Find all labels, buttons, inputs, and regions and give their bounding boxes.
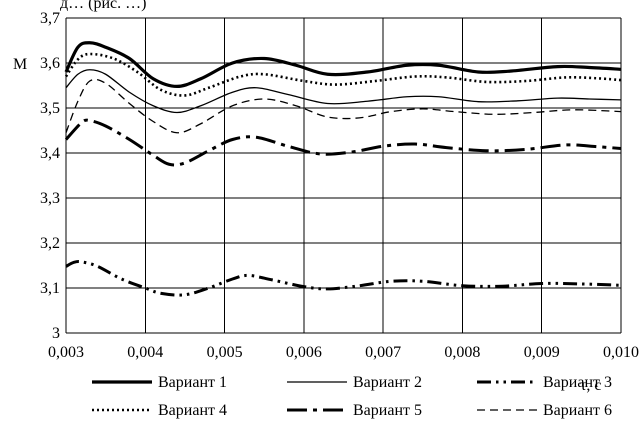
x-tick-label: 0,003 [48, 344, 84, 361]
legend-label-2: Вариант 2 [353, 374, 422, 391]
series-line-5 [64, 118, 622, 167]
legend-label-4: Вариант 4 [158, 402, 227, 419]
series-line-2 [65, 69, 622, 114]
x-tick-label: 0,008 [444, 344, 480, 361]
y-tick-label: 3,4 [40, 145, 60, 162]
x-tick-label: 0,005 [207, 344, 243, 361]
legend-label-6: Вариант 6 [543, 402, 612, 419]
header-fragment: д… (рис. …) [60, 0, 146, 12]
legend-label-3: Вариант 3 [543, 374, 612, 391]
y-tick-label: 3,7 [40, 10, 60, 27]
grid [65, 17, 622, 334]
y-tick-label: 3,6 [40, 55, 60, 72]
x-axis-label: τ, с [580, 377, 602, 394]
series-group [64, 41, 622, 297]
legend: Вариант 1 Вариант 2 Вариант 3 Вариант 4 Вари… [92, 374, 612, 419]
series-line-4 [64, 52, 622, 97]
x-tick-label: 0,007 [365, 344, 401, 361]
series-line-6 [65, 78, 622, 134]
x-tick-label: 0,009 [524, 344, 560, 361]
legend-label-5: Вариант 5 [353, 402, 422, 419]
y-tick-label: 3,1 [40, 280, 60, 297]
y-tick-label: 3,3 [40, 190, 60, 207]
legend-label-1: Вариант 1 [158, 374, 227, 391]
x-tick-label: 0,006 [286, 344, 322, 361]
y-axis-label: M [13, 56, 27, 73]
x-tick-label: 0,010 [603, 344, 639, 361]
series-line-3 [65, 260, 622, 297]
series-line-1 [64, 41, 622, 88]
y-tick-label: 3,2 [40, 235, 60, 252]
y-tick-label: 3 [52, 325, 60, 342]
y-tick-label: 3,5 [40, 100, 60, 117]
tick-labels: 3 3,1 3,2 3,3 3,4 3,5 3,6 3,7 0,003 0,004 0,005 0,0… [40, 10, 639, 361]
x-tick-label: 0,004 [127, 344, 163, 361]
